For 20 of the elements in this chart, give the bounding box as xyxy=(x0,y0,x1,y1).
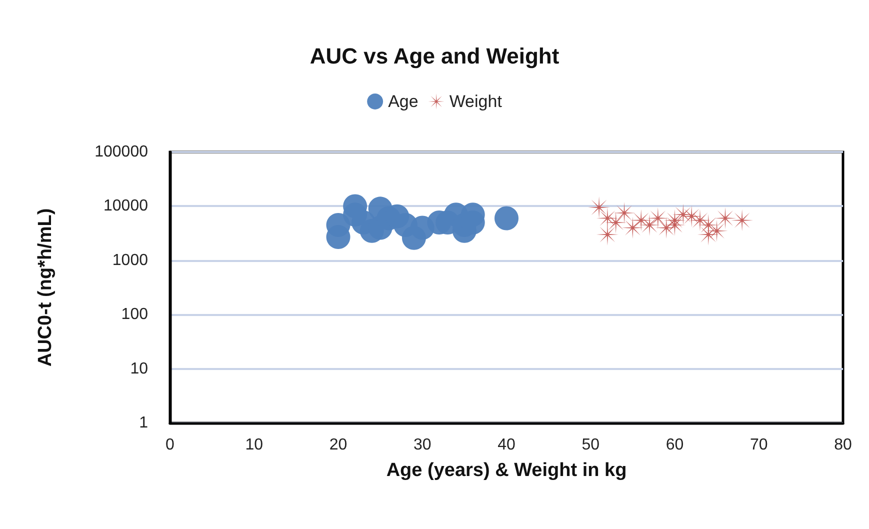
x-tick-label: 20 xyxy=(329,436,348,454)
x-tick-label: 0 xyxy=(166,436,175,454)
x-tick-label: 60 xyxy=(666,436,684,454)
y-tick-label: 100000 xyxy=(94,144,148,160)
x-tick-label: 50 xyxy=(582,436,600,454)
x-tick-label: 80 xyxy=(834,436,852,454)
y-tick-label: 1 xyxy=(139,414,148,432)
x-tick-label: 70 xyxy=(750,436,768,454)
x-tick-label: 40 xyxy=(498,436,516,454)
x-axis-title: Age (years) & Weight in kg xyxy=(386,460,627,481)
y-tick-label: 1000 xyxy=(112,252,148,269)
legend-label: Age xyxy=(388,92,418,111)
chart-title: AUC vs Age and Weight xyxy=(310,44,560,68)
y-tick-label: 10 xyxy=(130,360,148,378)
x-tick-label: 10 xyxy=(245,436,264,454)
y-tick-label: 10000 xyxy=(104,198,148,215)
y-axis-title: AUC0-t (ng*h/mL) xyxy=(35,208,56,367)
y-tick-label: 100 xyxy=(121,306,148,324)
x-tick-label: 30 xyxy=(413,436,432,454)
legend-label: Weight xyxy=(449,92,502,111)
